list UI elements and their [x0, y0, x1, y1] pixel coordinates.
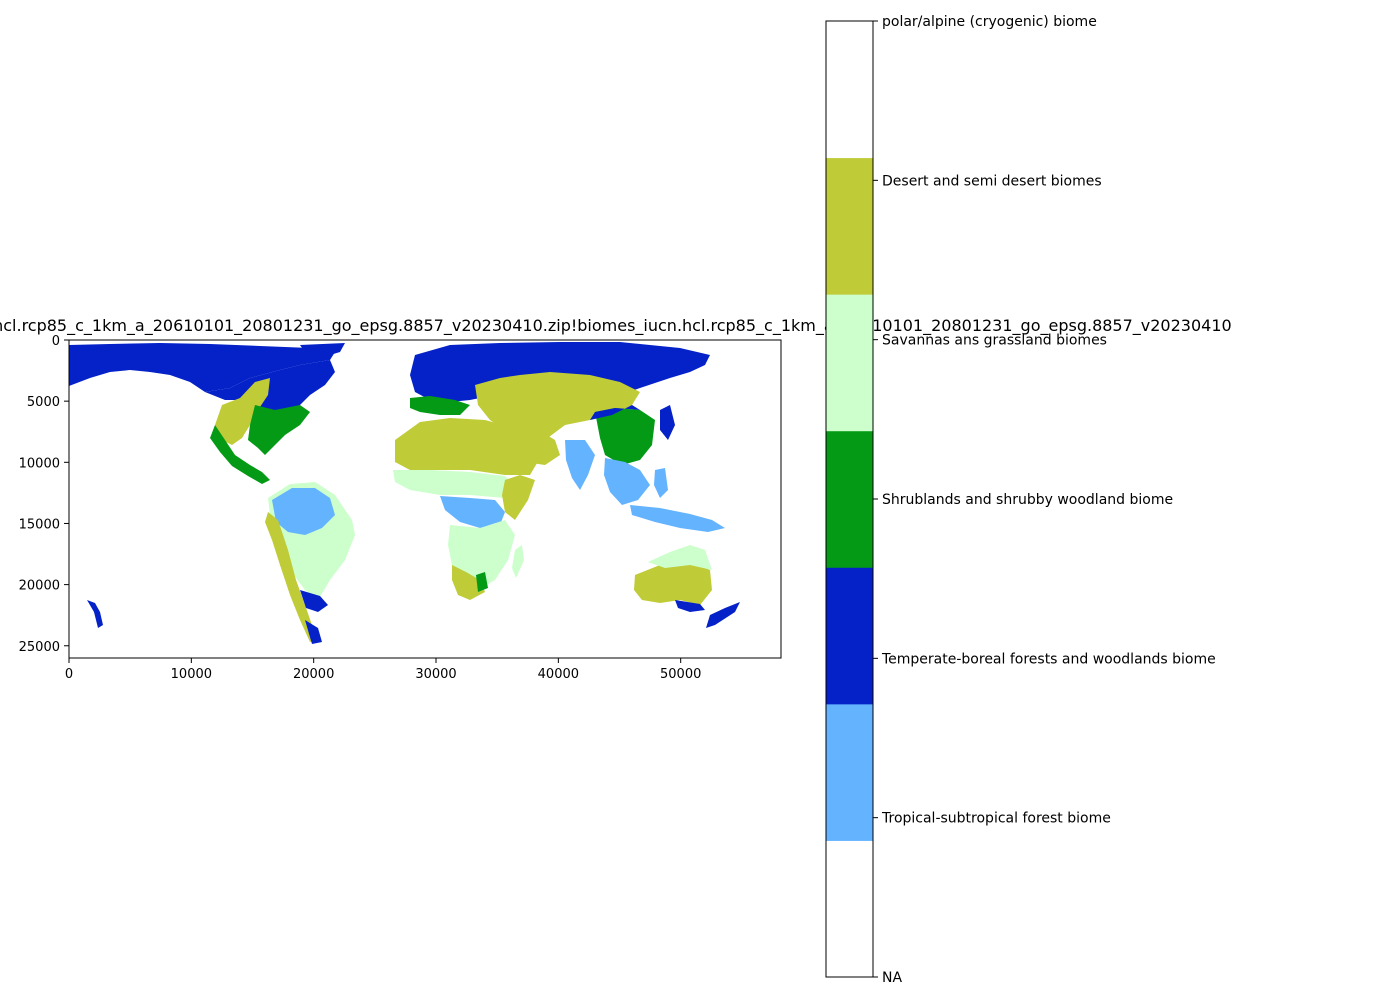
- region-central-america-shrub: [210, 425, 270, 484]
- x-axis: 0 10000 20000 30000 40000 50000: [65, 658, 701, 682]
- biome-raster: [69, 342, 740, 644]
- colorbar-swatch: [826, 840, 873, 978]
- colorbar-label: Savannas ans grassland biomes: [882, 333, 1107, 349]
- x-tick-label: 50000: [660, 667, 701, 682]
- region-japan-temperate: [660, 405, 675, 440]
- region-andes-desert: [265, 512, 318, 642]
- colorbar-swatch: [826, 294, 873, 432]
- region-southern-africa-desert: [452, 565, 485, 600]
- colorbar-swatch: [826, 157, 873, 295]
- colorbar-label: Desert and semi desert biomes: [882, 173, 1102, 189]
- y-tick-label: 0: [52, 334, 60, 349]
- colorbar-swatch: [826, 567, 873, 705]
- map-plot-area: 0 10000 20000 30000 40000 50000 0 5000 10000 150…: [19, 334, 782, 682]
- y-tick-label: 10000: [19, 456, 60, 471]
- colorbar-label: NA: [882, 970, 902, 986]
- region-alaska-peninsula: [87, 600, 103, 628]
- region-china-shrub: [595, 408, 655, 465]
- region-australia-savanna: [648, 545, 712, 570]
- region-australia-desert: [634, 562, 712, 605]
- region-europe-shrub: [410, 396, 470, 415]
- colorbar-label: Shrublands and shrubby woodland biome: [882, 492, 1173, 508]
- x-tick-label: 10000: [171, 667, 212, 682]
- region-patagonia-temperate: [305, 620, 322, 644]
- colorbar-swatch: [826, 430, 873, 568]
- region-new-zealand: [706, 602, 740, 628]
- x-tick-label: 40000: [538, 667, 579, 682]
- colorbar-swatch: [826, 21, 873, 159]
- map-frame: [68, 339, 782, 659]
- region-greenland-edge: [300, 343, 345, 358]
- colorbar-swatch: [826, 703, 873, 841]
- region-east-asia-temperate: [590, 405, 640, 420]
- region-arctic-west: [69, 343, 335, 392]
- region-southern-africa-shrub: [476, 572, 488, 592]
- region-australia-temperate: [675, 600, 705, 612]
- region-north-america-desert: [215, 378, 270, 445]
- y-tick-label: 25000: [19, 640, 60, 655]
- x-tick-label: 30000: [415, 667, 456, 682]
- region-sahel-savanna: [393, 470, 520, 498]
- region-south-america-south-temperate: [300, 590, 328, 612]
- colorbar-label: polar/alpine (cryogenic) biome: [882, 14, 1097, 30]
- region-congo-tropical: [440, 496, 505, 528]
- y-tick-label: 20000: [19, 579, 60, 594]
- region-philippines-tropical: [654, 468, 668, 498]
- x-tick-label: 0: [65, 667, 73, 682]
- region-arabia-desert: [505, 425, 560, 465]
- y-tick-label: 15000: [19, 517, 60, 532]
- region-madagascar: [512, 545, 524, 578]
- region-horn-desert: [502, 475, 535, 520]
- region-north-america-shrub: [248, 405, 310, 455]
- y-axis: 0 5000 10000 15000 20000 25000: [19, 334, 69, 655]
- biome-colorbar: NA Tropical-subtropical forest biome Tempe…: [825, 14, 1216, 986]
- region-amazon-tropical: [272, 488, 335, 535]
- region-indonesia-tropical: [630, 505, 725, 532]
- colorbar-label: Tropical-subtropical forest biome: [881, 811, 1111, 827]
- y-tick-label: 5000: [27, 395, 60, 410]
- map-title: biomes_iucn.hcl.rcp85_c_1km_a_20610101_2…: [0, 316, 1232, 336]
- colorbar-label: Temperate-boreal forests and woodlands b…: [881, 651, 1216, 667]
- region-sahara-desert: [395, 418, 540, 475]
- region-southeast-asia-tropical: [604, 458, 650, 505]
- region-india-tropical: [565, 440, 595, 490]
- x-tick-label: 20000: [293, 667, 334, 682]
- region-central-asia-desert: [475, 372, 640, 442]
